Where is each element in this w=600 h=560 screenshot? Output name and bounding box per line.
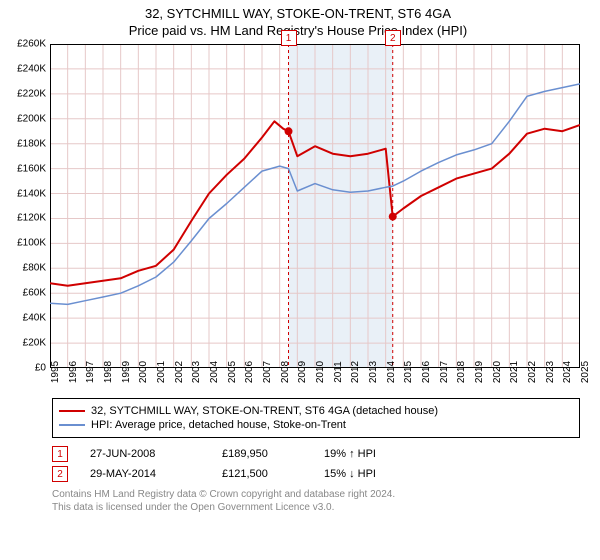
event-pct: 19% ↑ HPI (324, 448, 434, 460)
y-tick-label: £100K (6, 238, 46, 249)
event-price: £121,500 (222, 468, 302, 480)
title-line1: 32, SYTCHMILL WAY, STOKE-ON-TRENT, ST6 4… (6, 6, 590, 21)
plot-svg (50, 44, 580, 368)
y-tick-label: £40K (6, 313, 46, 324)
legend-label-2: HPI: Average price, detached house, Stok… (91, 419, 346, 431)
legend-row: HPI: Average price, detached house, Stok… (59, 419, 573, 431)
footer-line2: This data is licensed under the Open Gov… (52, 501, 580, 514)
y-tick-label: £160K (6, 163, 46, 174)
event-row: 1 27-JUN-2008 £189,950 19% ↑ HPI (52, 446, 580, 462)
y-tick-label: £20K (6, 338, 46, 349)
footer-line1: Contains HM Land Registry data © Crown c… (52, 488, 580, 501)
event-marker-1: 1 (52, 446, 68, 462)
y-tick-label: £80K (6, 263, 46, 274)
legend-row: 32, SYTCHMILL WAY, STOKE-ON-TRENT, ST6 4… (59, 405, 573, 417)
legend-swatch-1 (59, 410, 85, 412)
y-tick-label: £60K (6, 288, 46, 299)
y-tick-label: £220K (6, 88, 46, 99)
legend-swatch-2 (59, 424, 85, 426)
chart-area: £0£20K£40K£60K£80K£100K£120K£140K£160K£1… (50, 44, 580, 392)
legend-label-1: 32, SYTCHMILL WAY, STOKE-ON-TRENT, ST6 4… (91, 405, 438, 417)
footer: Contains HM Land Registry data © Crown c… (52, 488, 580, 514)
event-marker-2-num: 2 (57, 469, 63, 480)
y-tick-label: £240K (6, 63, 46, 74)
event-flag: 1 (281, 30, 297, 46)
event-price: £189,950 (222, 448, 302, 460)
y-tick-label: £120K (6, 213, 46, 224)
event-marker-1-num: 1 (57, 449, 63, 460)
y-tick-label: £0 (6, 363, 46, 374)
event-date: 27-JUN-2008 (90, 448, 200, 460)
y-tick-label: £140K (6, 188, 46, 199)
y-tick-label: £180K (6, 138, 46, 149)
y-tick-label: £260K (6, 39, 46, 50)
events-block: 1 27-JUN-2008 £189,950 19% ↑ HPI 2 29-MA… (52, 446, 580, 482)
event-pct: 15% ↓ HPI (324, 468, 434, 480)
event-flag: 2 (385, 30, 401, 46)
legend-box: 32, SYTCHMILL WAY, STOKE-ON-TRENT, ST6 4… (52, 398, 580, 438)
plot-region (50, 44, 580, 368)
event-row: 2 29-MAY-2014 £121,500 15% ↓ HPI (52, 466, 580, 482)
chart-title-block: 32, SYTCHMILL WAY, STOKE-ON-TRENT, ST6 4… (6, 6, 590, 38)
title-line2: Price paid vs. HM Land Registry's House … (6, 23, 590, 38)
y-tick-label: £200K (6, 113, 46, 124)
x-tick-label: 2025 (580, 361, 600, 383)
event-date: 29-MAY-2014 (90, 468, 200, 480)
event-marker-2: 2 (52, 466, 68, 482)
